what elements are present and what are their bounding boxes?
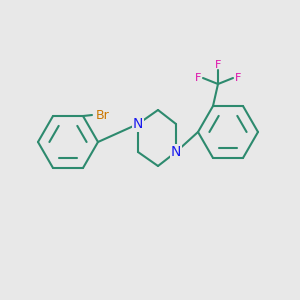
Text: F: F [215,60,221,70]
Text: Br: Br [96,109,110,122]
Text: F: F [235,73,241,83]
Text: N: N [133,117,143,131]
Text: N: N [171,145,181,159]
Text: F: F [195,73,201,83]
